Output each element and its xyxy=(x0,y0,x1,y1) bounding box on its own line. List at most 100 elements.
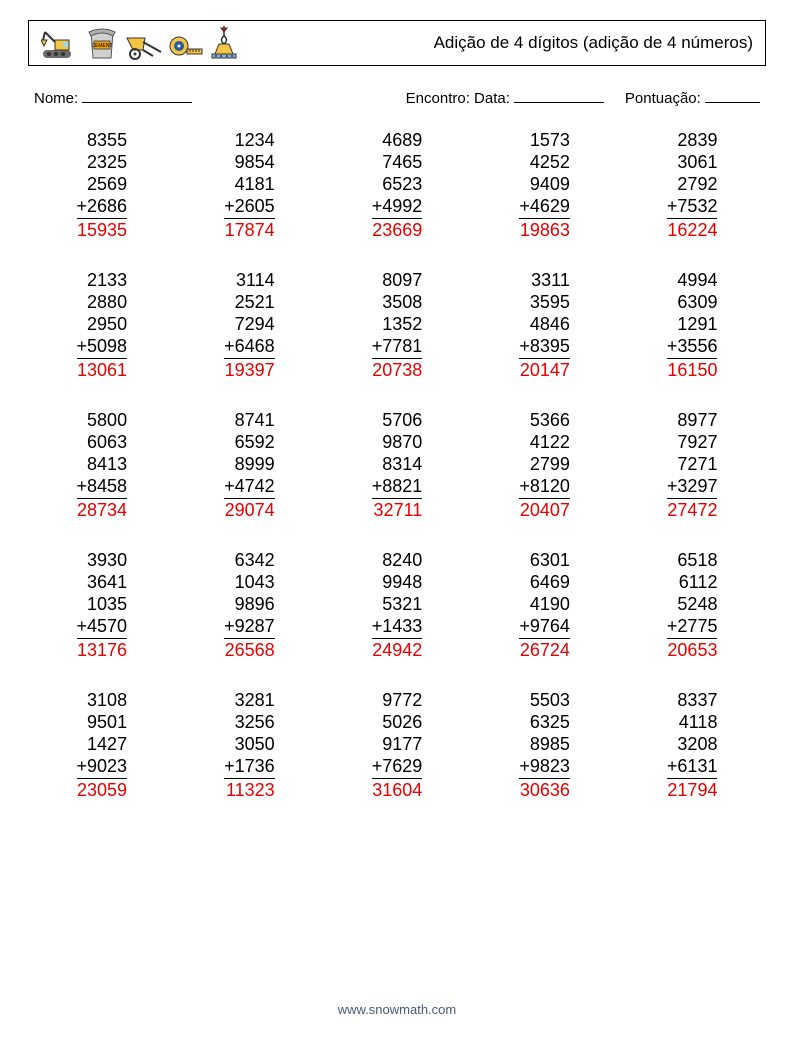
addend: 5800 xyxy=(77,409,128,431)
addend: 6309 xyxy=(667,291,718,313)
score-label: Pontuação: xyxy=(625,90,701,107)
answer: 17874 xyxy=(224,219,275,241)
addend: 3281 xyxy=(224,689,275,711)
addend: 8314 xyxy=(372,453,423,475)
addend-last: +6468 xyxy=(224,335,275,359)
addend: 2799 xyxy=(519,453,570,475)
problem-stack: 2839 3061 2792+753216224 xyxy=(667,129,718,241)
name-label: Nome: xyxy=(34,90,78,107)
addend: 7465 xyxy=(372,151,423,173)
addend: 5321 xyxy=(372,593,423,615)
problem-stack: 9772 5026 9177+762931604 xyxy=(372,689,423,801)
addend: 6112 xyxy=(667,571,718,593)
answer: 32711 xyxy=(372,499,423,521)
addend: 3930 xyxy=(77,549,128,571)
addend: 8999 xyxy=(224,453,275,475)
addend: 6518 xyxy=(667,549,718,571)
date-score-group: Encontro: Data: Pontuação: xyxy=(406,88,760,107)
addend: 4846 xyxy=(519,313,570,335)
addition-problem: 5800 6063 8413+845828734 xyxy=(28,409,176,521)
addition-problem: 2839 3061 2792+753216224 xyxy=(618,129,766,241)
addend: 8097 xyxy=(372,269,423,291)
date-label: Encontro: Data: xyxy=(406,90,510,107)
problem-stack: 8097 3508 1352+778120738 xyxy=(372,269,423,381)
addend: 6063 xyxy=(77,431,128,453)
addend: 5248 xyxy=(667,593,718,615)
addend-last: +9823 xyxy=(519,755,570,779)
addend: 9177 xyxy=(372,733,423,755)
answer: 29074 xyxy=(224,499,275,521)
problem-stack: 6301 6469 4190+976426724 xyxy=(519,549,570,661)
addend: 1234 xyxy=(224,129,275,151)
addend: 8985 xyxy=(519,733,570,755)
addend: 1573 xyxy=(519,129,570,151)
addend: 5026 xyxy=(372,711,423,733)
addend-last: +2686 xyxy=(77,195,128,219)
addend-last: +4570 xyxy=(77,615,128,639)
addend: 4252 xyxy=(519,151,570,173)
addition-problem: 5503 6325 8985+982330636 xyxy=(471,689,619,801)
answer: 13176 xyxy=(77,639,128,661)
problem-stack: 8337 4118 3208+613121794 xyxy=(667,689,718,801)
addend: 4190 xyxy=(519,593,570,615)
addend: 5706 xyxy=(372,409,423,431)
addend: 4181 xyxy=(224,173,275,195)
addition-problem: 8977 7927 7271+329727472 xyxy=(618,409,766,521)
addend-last: +9287 xyxy=(224,615,275,639)
header-box: CEMENT xyxy=(28,20,766,66)
problem-stack: 8977 7927 7271+329727472 xyxy=(667,409,718,521)
addend: 9409 xyxy=(519,173,570,195)
date-blank[interactable] xyxy=(514,88,604,103)
name-blank[interactable] xyxy=(82,88,192,103)
problem-stack: 3311 3595 4846+839520147 xyxy=(519,269,570,381)
addend: 1291 xyxy=(667,313,718,335)
score-blank[interactable] xyxy=(705,88,760,103)
addend-last: +9023 xyxy=(77,755,128,779)
addend: 4689 xyxy=(372,129,423,151)
problem-stack: 2133 2880 2950+509813061 xyxy=(77,269,128,381)
addend: 5503 xyxy=(519,689,570,711)
addition-problem: 6301 6469 4190+976426724 xyxy=(471,549,619,661)
addend-last: +7532 xyxy=(667,195,718,219)
addend: 4994 xyxy=(667,269,718,291)
problem-stack: 4994 6309 1291+355616150 xyxy=(667,269,718,381)
addend-last: +7781 xyxy=(372,335,423,359)
addition-problem: 6342 1043 9896+928726568 xyxy=(176,549,324,661)
addition-problem: 3114 2521 7294+646819397 xyxy=(176,269,324,381)
addend: 3311 xyxy=(519,269,570,291)
problem-stack: 5503 6325 8985+982330636 xyxy=(519,689,570,801)
addend: 9948 xyxy=(372,571,423,593)
answer: 28734 xyxy=(77,499,128,521)
answer: 24942 xyxy=(372,639,423,661)
addend-last: +8120 xyxy=(519,475,570,499)
problem-stack: 3281 3256 3050+173611323 xyxy=(224,689,275,801)
addend: 3208 xyxy=(667,733,718,755)
svg-text:CEMENT: CEMENT xyxy=(91,43,112,49)
answer: 20147 xyxy=(519,359,570,381)
addend: 9772 xyxy=(372,689,423,711)
answer: 16150 xyxy=(667,359,718,381)
addend-last: +4992 xyxy=(372,195,423,219)
addend: 7294 xyxy=(224,313,275,335)
addend: 3050 xyxy=(224,733,275,755)
addend-last: +5098 xyxy=(77,335,128,359)
answer: 20653 xyxy=(667,639,718,661)
addend: 2839 xyxy=(667,129,718,151)
problem-stack: 6518 6112 5248+277520653 xyxy=(667,549,718,661)
addend: 6592 xyxy=(224,431,275,453)
answer: 26724 xyxy=(519,639,570,661)
addend: 9896 xyxy=(224,593,275,615)
addend: 7927 xyxy=(667,431,718,453)
addend: 1035 xyxy=(77,593,128,615)
addend: 8240 xyxy=(372,549,423,571)
addend: 2950 xyxy=(77,313,128,335)
crane-hook-icon xyxy=(209,26,239,60)
problem-stack: 3108 9501 1427+902323059 xyxy=(77,689,128,801)
answer: 11323 xyxy=(224,779,275,801)
answer: 27472 xyxy=(667,499,718,521)
addend: 1043 xyxy=(224,571,275,593)
problem-stack: 1234 9854 4181+260517874 xyxy=(224,129,275,241)
addend: 9501 xyxy=(77,711,128,733)
addition-problem: 3930 3641 1035+457013176 xyxy=(28,549,176,661)
addition-problem: 9772 5026 9177+762931604 xyxy=(323,689,471,801)
